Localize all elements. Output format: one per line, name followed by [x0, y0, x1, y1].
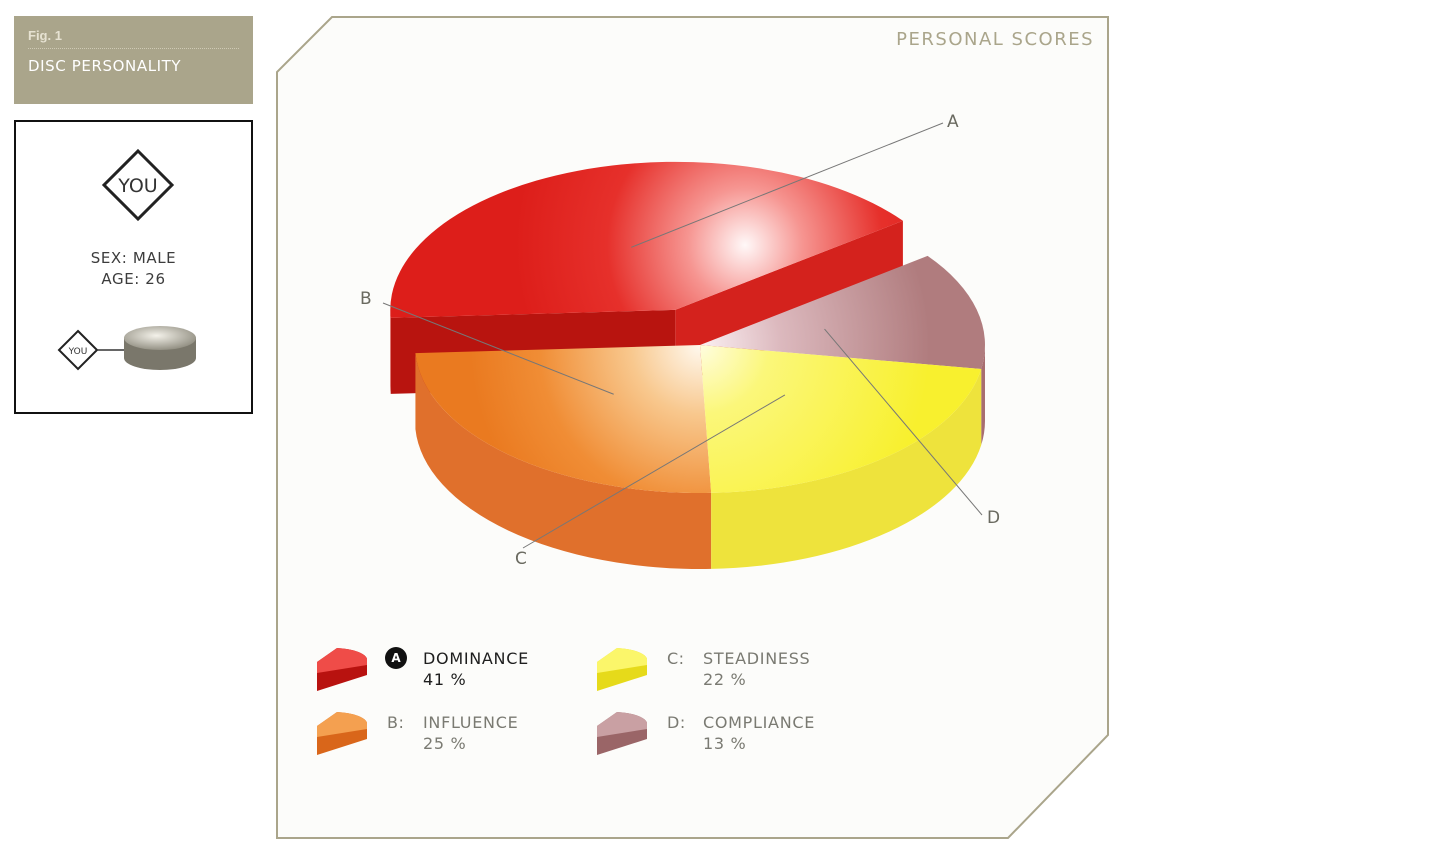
callout-c: C: [515, 549, 527, 569]
slice-wall-c: [711, 369, 982, 569]
leader-line-a: [631, 122, 944, 248]
dominance-value: 41 %: [423, 670, 467, 689]
callout-d: D: [987, 508, 1001, 528]
legend-item-influence: B: INFLUENCE 25 %: [315, 709, 585, 765]
compliance-swatch-icon: [597, 712, 647, 755]
legend-item-steadiness: C: STEADINESS 22 %: [595, 645, 865, 701]
steadiness-letter: C:: [667, 649, 685, 668]
influence-letter: B:: [387, 713, 405, 732]
legend-item-compliance: D: COMPLIANCE 13 %: [595, 709, 865, 765]
figure-title: DISC PERSONALITY: [28, 57, 182, 75]
slice-top-c: [700, 345, 982, 493]
steadiness-label: STEADINESS: [703, 649, 811, 668]
figure-number: Fig. 1: [28, 28, 239, 49]
slice-wall-b: [415, 353, 712, 569]
slice-top-d: [700, 255, 985, 370]
pie-slice-d: [700, 255, 985, 446]
profile-sex: SEX: MALE: [90, 249, 177, 267]
dominance-label: DOMINANCE: [423, 649, 529, 668]
pie-slice-b: [415, 345, 712, 569]
slice-top-b: [415, 345, 712, 493]
profile-age: AGE: 26: [101, 270, 166, 288]
callout-b: B: [360, 289, 372, 309]
leader-line-d: [824, 328, 983, 516]
steadiness-swatch-icon: [597, 648, 647, 691]
callout-a: A: [947, 112, 959, 132]
slice-wall-d: [981, 345, 985, 446]
small-you-text: YOU: [68, 347, 88, 357]
pie-chart: [382, 122, 985, 569]
dominance-swatch-icon: [317, 648, 367, 691]
figure-header: Fig. 1 DISC PERSONALITY: [14, 16, 253, 104]
profile-card: YOU SEX: MALE AGE: 26 YOU: [14, 120, 253, 414]
you-badge-text: YOU: [117, 175, 157, 197]
dominance-letter: A: [385, 647, 407, 669]
compliance-value: 13 %: [703, 734, 747, 753]
legend-item-dominance: A DOMINANCE 41 %: [315, 645, 585, 701]
steadiness-value: 22 %: [703, 670, 747, 689]
leader-line-c: [522, 394, 786, 549]
influence-swatch-icon: [317, 712, 367, 755]
profile-pie-icon: YOU: [57, 326, 196, 371]
you-diamond-icon: YOU: [101, 148, 175, 222]
slice-top-a: [390, 161, 903, 318]
pie-slice-c: [700, 345, 982, 569]
influence-value: 25 %: [423, 734, 467, 753]
compliance-label: COMPLIANCE: [703, 713, 816, 732]
leader-line-b: [382, 302, 614, 395]
compliance-letter: D:: [667, 713, 686, 732]
panel-title: PERSONAL SCORES: [896, 29, 1094, 50]
chart-panel: PERSONAL SCORES A B C D A DOMINANCE: [275, 15, 1110, 840]
influence-label: INFLUENCE: [423, 713, 519, 732]
